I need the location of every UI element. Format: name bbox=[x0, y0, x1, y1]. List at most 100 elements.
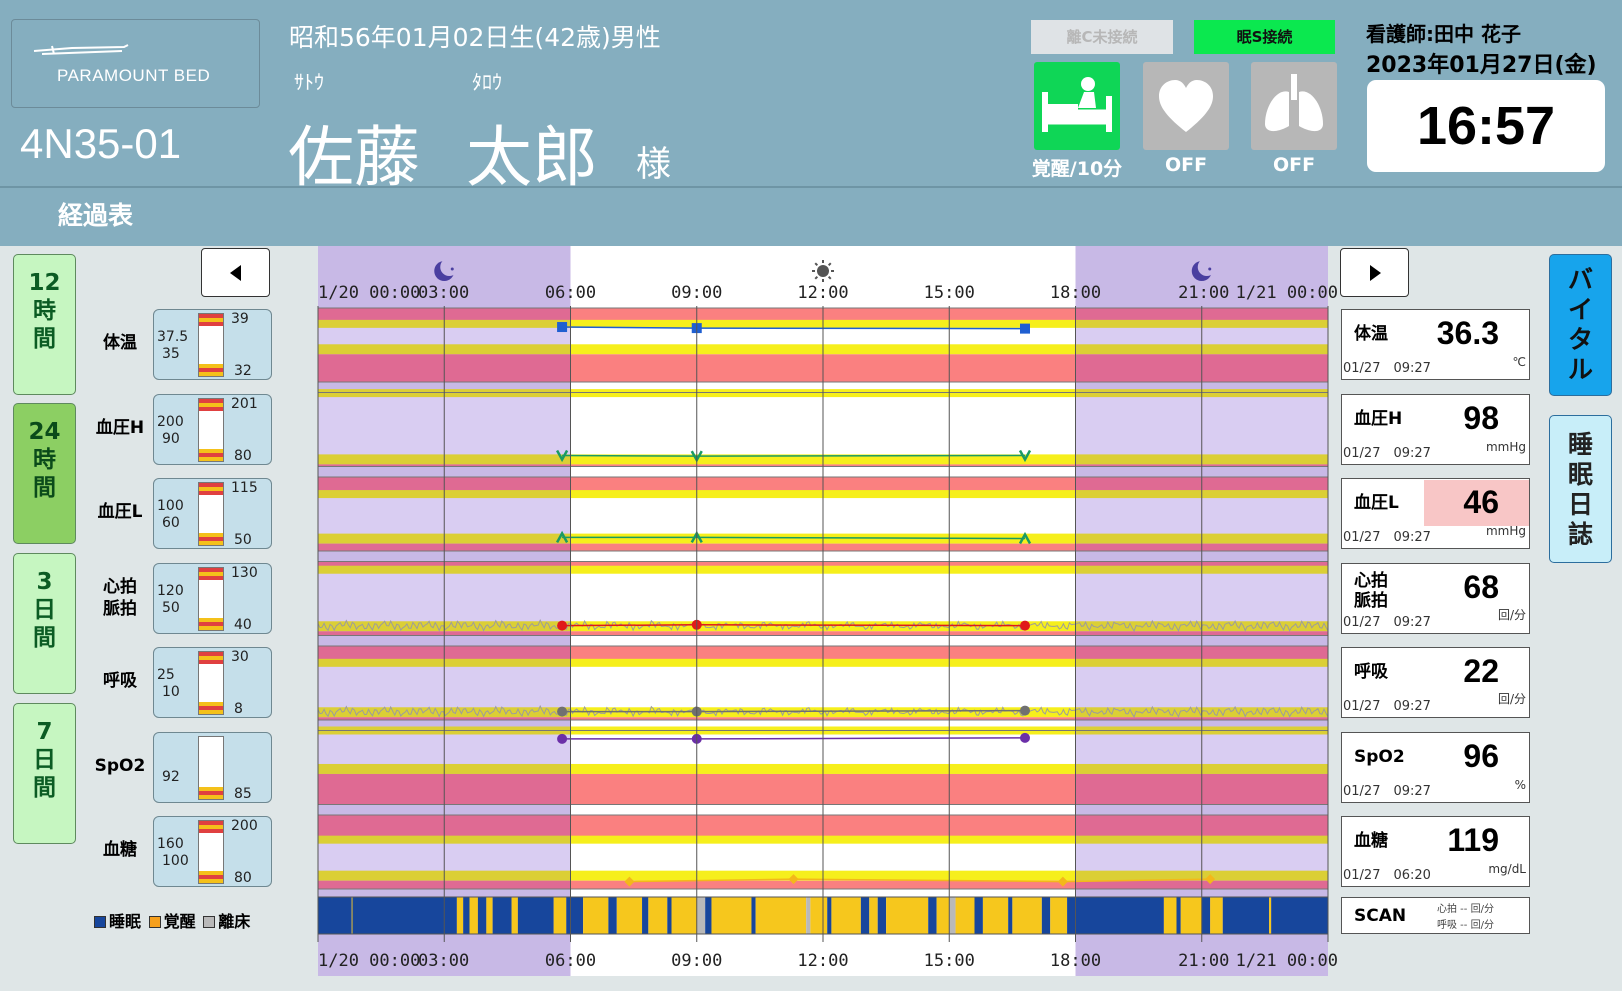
series-line-temp bbox=[562, 326, 1026, 330]
scale-tube bbox=[198, 482, 224, 546]
scale-band bbox=[199, 364, 223, 368]
scale-band bbox=[199, 571, 223, 576]
zone-warn-high bbox=[1075, 726, 1328, 735]
lung-status-button[interactable] bbox=[1251, 62, 1337, 150]
lung-status-label: OFF bbox=[1272, 154, 1316, 176]
data-point-hr bbox=[691, 619, 702, 630]
scan-resp: 呼吸 -- 回/分 bbox=[1437, 920, 1494, 931]
zone-warn-low bbox=[570, 454, 1076, 465]
period-12h-button[interactable]: 12 時 間 bbox=[13, 254, 76, 395]
sleep-segment bbox=[827, 897, 832, 934]
zone-high bbox=[570, 392, 1076, 394]
card-time: 01/27 09:27 bbox=[1343, 783, 1431, 799]
zone-warn-high bbox=[570, 490, 1076, 499]
sleep-segment bbox=[463, 897, 470, 934]
vital-card-hr[interactable]: 心拍 脈拍 68 01/27 09:27 回/分 bbox=[1341, 562, 1530, 634]
zone-warn-low bbox=[1075, 870, 1328, 881]
sleep-segment bbox=[1008, 897, 1013, 934]
sleep-segment bbox=[1269, 897, 1272, 934]
zone-warn-high bbox=[1075, 835, 1328, 844]
zone-warn-high bbox=[318, 389, 571, 398]
vital-card-bpl[interactable]: 血圧L 46 01/27 09:27 mmHg bbox=[1341, 478, 1530, 549]
zone-normal bbox=[1075, 392, 1328, 467]
zone-normal bbox=[318, 730, 571, 805]
card-label: 血糖 bbox=[1354, 831, 1388, 851]
bed-status-button[interactable] bbox=[1034, 62, 1120, 150]
scale-low: 92 bbox=[162, 768, 180, 785]
data-point-bpl bbox=[690, 530, 703, 543]
vital-card-resp[interactable]: 呼吸 22 01/27 09:27 回/分 bbox=[1341, 647, 1530, 718]
scale-low: 60 bbox=[162, 515, 180, 531]
scan-card: SCAN 心拍 -- 回/分 呼吸 -- 回/分 bbox=[1341, 897, 1530, 934]
data-point-temp bbox=[1020, 323, 1030, 334]
zone-normal bbox=[318, 392, 571, 467]
sleep-segment bbox=[667, 897, 672, 934]
period-3d-button[interactable]: 3 日 間 bbox=[13, 553, 76, 694]
series-line-resp bbox=[562, 709, 1026, 713]
vital-card-glu[interactable]: 血糖 119 01/27 06:20 mg/dL bbox=[1341, 816, 1530, 887]
zone-normal bbox=[1075, 308, 1328, 382]
tab-sleep-log[interactable]: 睡 眠 日 誌 bbox=[1549, 415, 1612, 563]
card-label: 体温 bbox=[1354, 324, 1388, 344]
sleep-segment bbox=[566, 897, 584, 934]
zone-warn-high bbox=[1075, 319, 1328, 328]
card-value: 119 bbox=[1447, 822, 1499, 858]
next-period-button[interactable] bbox=[1340, 248, 1409, 297]
time-label-bottom: 15:00 bbox=[924, 951, 975, 971]
sun-icon bbox=[812, 260, 834, 282]
time-label-bottom: 06:00 bbox=[545, 951, 596, 971]
scale-band bbox=[199, 318, 223, 322]
time-label-top: 09:00 bbox=[671, 283, 722, 303]
zone-warn-high bbox=[570, 658, 1076, 667]
row-bph bbox=[317, 389, 1329, 467]
scale-resp: 30 8 25 10 bbox=[153, 647, 272, 718]
zone-warn-low bbox=[318, 707, 571, 718]
family-name: 佐藤 bbox=[288, 119, 420, 196]
zone-warn-low bbox=[318, 533, 571, 544]
zone-normal bbox=[1075, 730, 1328, 805]
tab-vital[interactable]: バ イ タ ル bbox=[1549, 254, 1612, 396]
vital-card-bph[interactable]: 血圧H 98 01/27 09:27 mmHg bbox=[1341, 393, 1530, 465]
zone-high bbox=[1075, 561, 1328, 570]
series-line-bph bbox=[562, 454, 1026, 457]
sleep-segment bbox=[492, 897, 512, 934]
scale-temp: 39 32 37.5 35 bbox=[153, 309, 272, 380]
vital-card-spo2[interactable]: SpO2 96 01/27 09:27% bbox=[1341, 731, 1530, 803]
zone-normal bbox=[1075, 646, 1328, 720]
scale-top: 30 bbox=[231, 649, 249, 665]
time-label-top: 1/20 00:00 bbox=[318, 283, 420, 303]
scale-band bbox=[199, 456, 223, 461]
card-time: 01/27 09:27 bbox=[1343, 530, 1431, 545]
night-shade bbox=[1075, 246, 1328, 976]
scale-bottom: 32 bbox=[234, 363, 252, 379]
sleep-segment bbox=[974, 897, 983, 934]
sleep-segment bbox=[511, 897, 518, 934]
sleep-segment bbox=[1210, 897, 1223, 934]
sleep-segment bbox=[877, 897, 887, 934]
vital-card-temp[interactable]: 体温 36.3 01/27 09:27 ℃ bbox=[1341, 309, 1530, 380]
heart-status-button[interactable] bbox=[1143, 62, 1229, 150]
period-24h-button[interactable]: 24 時 間 bbox=[13, 403, 76, 544]
zone-warn-high bbox=[570, 565, 1076, 574]
zone-warn-low bbox=[570, 344, 1076, 355]
scale-top: 130 bbox=[231, 564, 258, 581]
time-label-bottom: 09:00 bbox=[671, 951, 722, 971]
honorific: 様 bbox=[636, 145, 672, 185]
row-glu bbox=[317, 814, 1329, 890]
zone-low bbox=[318, 543, 571, 551]
zone-normal bbox=[318, 477, 571, 551]
sleep-segment bbox=[352, 897, 457, 934]
chevron-left-icon bbox=[230, 265, 241, 281]
scale-band bbox=[199, 406, 223, 411]
logo-text: PARAMOUNT BED bbox=[57, 66, 211, 85]
conn-s-status: 眠S接続 bbox=[1194, 20, 1335, 54]
sleep-segment bbox=[1271, 897, 1328, 934]
zone-high bbox=[570, 308, 1076, 324]
row-temp bbox=[317, 307, 1329, 383]
zone-high bbox=[318, 308, 571, 324]
prev-period-button[interactable] bbox=[201, 248, 270, 297]
zone-low bbox=[318, 464, 571, 467]
card-unit: mg/dL bbox=[1488, 862, 1526, 876]
scale-band bbox=[199, 871, 223, 875]
period-7d-button[interactable]: 7 日 間 bbox=[13, 703, 76, 844]
